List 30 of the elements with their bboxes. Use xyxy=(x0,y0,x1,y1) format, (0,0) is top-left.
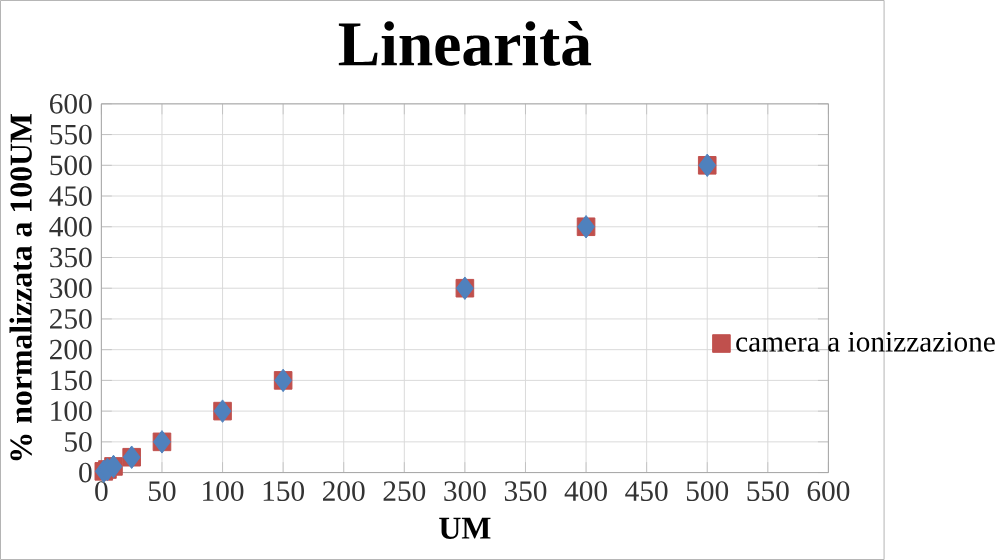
y-tick-label: 100 xyxy=(51,401,92,421)
y-tick-label: 350 xyxy=(50,247,92,268)
chart-title: Linearità xyxy=(338,21,592,66)
x-tick-label: 50 xyxy=(148,481,176,501)
x-tick-label: 350 xyxy=(504,481,547,501)
legend-label: camera a ionizzazione xyxy=(736,331,995,352)
y-tick-label: 250 xyxy=(50,309,92,329)
x-tick-label: 400 xyxy=(564,481,607,501)
x-tick-label: 600 xyxy=(807,481,850,501)
x-tick-label: 500 xyxy=(686,481,729,501)
y-tick-label: 0 xyxy=(79,462,92,483)
y-tick-label: 400 xyxy=(49,216,92,237)
x-tick-label: 550 xyxy=(747,481,789,501)
x-tick-label: 300 xyxy=(444,481,486,501)
y-tick-label: 500 xyxy=(50,155,92,176)
x-tick-label: 450 xyxy=(625,481,668,501)
y-tick-label: 600 xyxy=(50,93,92,114)
y-tick-label: 450 xyxy=(49,186,92,206)
y-axis-title: % normalizzata a 100UM xyxy=(9,113,32,461)
x-tick-label: 200 xyxy=(323,481,365,501)
x-tick-label: 100 xyxy=(203,481,244,501)
y-tick-label: 50 xyxy=(65,431,92,452)
x-tick-label: 250 xyxy=(383,481,426,501)
x-tick-label: 0 xyxy=(95,481,108,501)
x-tick-label: 150 xyxy=(263,481,305,501)
y-tick-label: 300 xyxy=(50,278,92,299)
y-tick-label: 150 xyxy=(51,370,92,391)
y-tick-label: 200 xyxy=(50,339,92,360)
y-tick-label: 550 xyxy=(50,124,92,145)
x-axis-title: UM xyxy=(439,517,491,539)
